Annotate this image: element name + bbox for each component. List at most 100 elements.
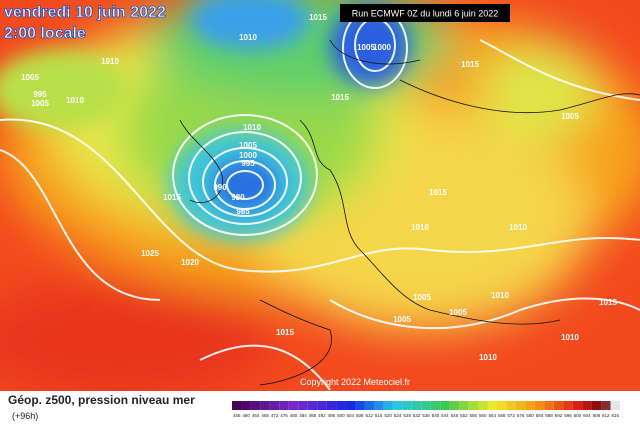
- colorbar-cell: [392, 401, 403, 410]
- isobar-label: 990: [213, 183, 227, 192]
- colorbar-label: 600: [574, 413, 582, 418]
- colorbar-cell: [468, 401, 479, 410]
- colorbar-cell: [563, 401, 573, 410]
- colorbar-label: 472: [271, 413, 279, 418]
- field: [0, 0, 640, 400]
- colorbar-label: 564: [488, 413, 496, 418]
- colorbar-label: 528: [403, 413, 411, 418]
- colorbar-label: 500: [337, 413, 345, 418]
- colorbar-label: 560: [479, 413, 487, 418]
- isobar-label: 1005: [357, 43, 375, 52]
- isobar-label: 1010: [239, 33, 257, 42]
- isobar-label: 1010: [243, 123, 261, 132]
- colorbar-label: 612: [602, 413, 610, 418]
- colorbar-cell: [317, 401, 327, 410]
- colorbar-cell: [269, 401, 280, 410]
- colorbar-label: 584: [536, 413, 544, 418]
- isobar-label: 995: [241, 159, 255, 168]
- time-label: 2:00 locale: [4, 25, 86, 42]
- isobar-label: 1005: [561, 112, 579, 121]
- isobar-label: 1015: [429, 188, 447, 197]
- colorbar-cell: [496, 401, 507, 410]
- colorbar-cell: [601, 401, 611, 410]
- colorbar-cell: [355, 401, 365, 410]
- colorbar-cell: [326, 401, 337, 410]
- colorbar-label: 568: [498, 413, 506, 418]
- colorbar-label: 532: [413, 413, 421, 418]
- isobar-label: 1000: [239, 151, 257, 160]
- colorbar-cell: [534, 401, 545, 410]
- isobar-label: 1020: [181, 258, 199, 267]
- colorbar-cell: [525, 401, 535, 410]
- isobar-label: 1010: [101, 57, 119, 66]
- colorbar-label: 484: [299, 413, 307, 418]
- colorbar-label: 548: [451, 413, 459, 418]
- colorbar-label: 596: [564, 413, 572, 418]
- colorbar-cell: [402, 401, 412, 410]
- colorbar-cell: [250, 401, 261, 410]
- colorbar-cell: [307, 401, 318, 410]
- colorbar-label: 496: [328, 413, 336, 418]
- isobar-label: 995: [33, 90, 47, 99]
- isobar-label: 1015: [309, 13, 327, 22]
- colorbar-cell: [591, 401, 602, 410]
- colorbar-label: 552: [460, 413, 468, 418]
- colorbar-cell: [544, 401, 554, 410]
- colorbar-cell: [336, 401, 346, 410]
- isobar-label: 1005: [413, 293, 431, 302]
- colorbar-label: 604: [583, 413, 591, 418]
- colorbar-label: 492: [318, 413, 326, 418]
- isobar-label: 1015: [276, 328, 294, 337]
- colorbar-label: 460: [242, 413, 250, 418]
- isobar-label: 1010: [479, 353, 497, 362]
- colorbar-cell: [260, 401, 270, 410]
- colorbar-cell: [298, 401, 308, 410]
- isobar-label: 1010: [509, 223, 527, 232]
- colorbar-cell: [506, 401, 516, 410]
- colorbar-cell: [279, 401, 289, 410]
- colorbar-cell: [430, 401, 441, 410]
- isobar-label: 1010: [66, 96, 84, 105]
- colorbar-label: 516: [375, 413, 383, 418]
- copyright: Copyright 2022 Meteociel.fr: [300, 377, 410, 387]
- date-label: vendredi 10 juin 2022: [4, 4, 166, 21]
- colorbar-cell: [478, 401, 488, 410]
- colorbar: 456 460 464 468 472 476 480 484 488 492 496 500 504 5…: [232, 401, 620, 418]
- colorbar-label: 580: [526, 413, 534, 418]
- isobar-label: 1010: [491, 291, 509, 300]
- colorbar-cell: [610, 401, 620, 410]
- colorbar-label: 524: [394, 413, 402, 418]
- colorbar-label: 576: [517, 413, 525, 418]
- colorbar-label: 504: [347, 413, 355, 418]
- run-label: Run ECMWF 0Z du lundi 6 juin 2022: [352, 8, 499, 18]
- coastlines: [179, 39, 640, 386]
- colorbar-cell: [515, 401, 526, 410]
- colorbar-label: 520: [384, 413, 392, 418]
- colorbar-cell: [582, 401, 592, 410]
- isobar-label: 1015: [331, 93, 349, 102]
- isobar-label: 1010: [411, 223, 429, 232]
- colorbar-label: 592: [555, 413, 563, 418]
- colorbar-label: 556: [470, 413, 478, 418]
- colorbar-label: 508: [356, 413, 364, 418]
- colorbar-label: 540: [432, 413, 440, 418]
- isobar-label: 1005: [449, 308, 467, 317]
- colorbar-cell: [487, 401, 497, 410]
- isobar-label: 1005: [393, 315, 411, 324]
- isobar-label: 1000: [373, 43, 391, 52]
- colorbar-label: 588: [545, 413, 553, 418]
- colorbar-cell: [345, 401, 356, 410]
- colorbar-label: 476: [280, 413, 288, 418]
- colorbar-label: 572: [507, 413, 515, 418]
- colorbar-cell: [373, 401, 384, 410]
- colorbar-label: 488: [309, 413, 317, 418]
- colorbar-label: 512: [365, 413, 373, 418]
- colorbar-cell: [364, 401, 374, 410]
- isobar-label: 1015: [163, 193, 181, 202]
- colorbar-label: 536: [422, 413, 430, 418]
- colorbar-cell: [449, 401, 460, 410]
- isobar-label: 980: [231, 193, 245, 202]
- colorbar-label: 608: [593, 413, 601, 418]
- isobar-label: 1015: [461, 60, 479, 69]
